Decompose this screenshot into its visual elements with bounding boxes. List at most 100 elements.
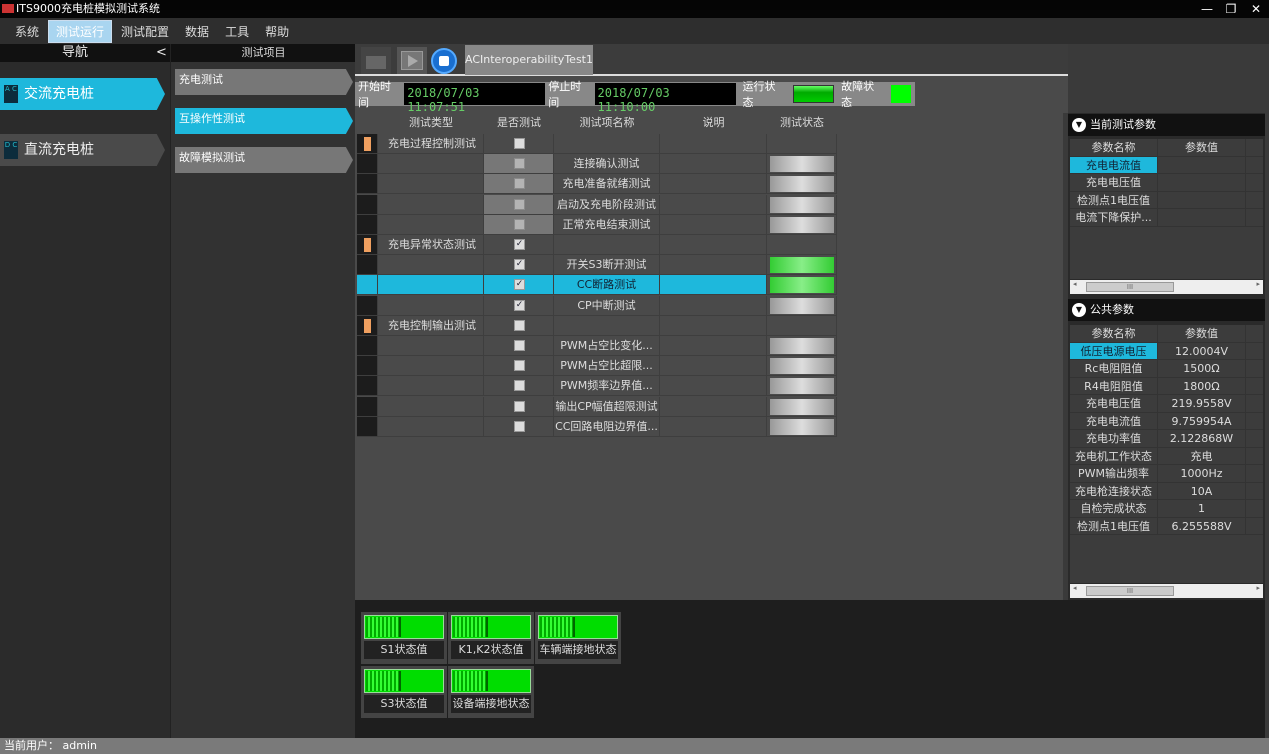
test-enabled-checkbox[interactable] — [514, 360, 525, 372]
test-item[interactable]: 充电测试 — [175, 69, 353, 95]
table-row[interactable]: ✓ CC断路测试 — [355, 275, 1063, 296]
description-cell — [660, 396, 767, 417]
public-params-grid: 参数名称 参数值 低压电源电压 12.0004V Rc电阻阻值 1500Ω R4电阻阻值 18… — [1070, 325, 1263, 583]
params-row[interactable]: 电流下降保护... — [1070, 209, 1263, 227]
public-params-scrollbar[interactable]: ◂ III ▸ — [1070, 584, 1263, 598]
params-row[interactable]: 检测点1电压值 6.255588V — [1070, 517, 1263, 535]
menu-item[interactable]: 数据 — [185, 24, 210, 39]
table-row[interactable]: ✓ 开关S3断开测试 — [355, 255, 1063, 276]
column-header[interactable]: 测试状态 — [780, 116, 824, 129]
menu-item[interactable]: 测试配置 — [121, 24, 170, 39]
row-marker — [357, 336, 378, 356]
tab-test[interactable]: ACInteroperabilityTest1 — [465, 45, 593, 75]
menu-item[interactable]: 帮助 — [265, 24, 290, 39]
table-row[interactable]: 连接确认测试 — [355, 154, 1063, 175]
test-enabled-checkbox[interactable]: ✓ — [514, 239, 525, 250]
scroll-thumb[interactable]: III — [1086, 586, 1174, 596]
current-params-scrollbar[interactable]: ◂ III ▸ — [1070, 280, 1263, 294]
test-type-cell — [378, 376, 484, 397]
column-header[interactable]: 测试类型 — [409, 116, 453, 129]
param-value: 219.9558V — [1158, 395, 1246, 412]
menu-item[interactable]: 工具 — [225, 24, 250, 39]
status-lamp: 设备端接地状态 — [448, 666, 534, 718]
table-row[interactable]: 正常充电结束测试 — [355, 214, 1063, 235]
table-row[interactable]: PWM占空比变化... — [355, 336, 1063, 356]
params-row[interactable]: 充电电压值 — [1070, 174, 1263, 192]
params-row[interactable]: PWM输出频率 1000Hz — [1070, 465, 1263, 483]
table-scrollbar[interactable] — [1063, 113, 1068, 600]
params-row[interactable]: 充电枪连接状态 10A — [1070, 482, 1263, 500]
test-enabled-checkbox[interactable] — [514, 420, 525, 432]
stop-button[interactable] — [431, 48, 457, 74]
test-enabled-checkbox[interactable]: ✓ — [514, 299, 525, 311]
maximize-button[interactable]: ❐ — [1225, 2, 1237, 16]
table-row[interactable]: 启动及充电阶段测试 — [355, 194, 1063, 215]
params-row[interactable]: 低压电源电压 12.0004V — [1070, 342, 1263, 360]
test-enabled-checkbox[interactable] — [514, 138, 525, 149]
nav-item[interactable]: A C 交流充电桩 — [0, 78, 165, 110]
test-enabled-checkbox[interactable] — [514, 380, 525, 392]
table-row[interactable]: PWM频率边界值... — [355, 376, 1063, 397]
params-row[interactable]: Rc电阻阻值 1500Ω — [1070, 360, 1263, 378]
table-row[interactable]: 充电控制输出测试 — [355, 315, 1063, 336]
test-name-cell — [554, 235, 660, 255]
params-row[interactable]: 充电机工作状态 充电 — [1070, 447, 1263, 465]
test-enabled-checkbox[interactable]: ✓ — [514, 279, 525, 291]
test-enabled-checkbox[interactable] — [514, 340, 525, 351]
current-params-header[interactable]: ▼ 当前测试参数 — [1068, 114, 1265, 136]
table-row[interactable]: 充电准备就绪测试 — [355, 174, 1063, 195]
open-folder-button[interactable] — [361, 47, 391, 74]
test-type-cell — [378, 174, 484, 195]
params-row[interactable]: 充电电流值 9.759954A — [1070, 412, 1263, 430]
test-name-cell: PWM频率边界值... — [554, 376, 660, 397]
test-enabled-checkbox[interactable] — [514, 218, 525, 230]
table-row[interactable]: PWM占空比超限... — [355, 356, 1063, 377]
column-header[interactable]: 说明 — [702, 116, 725, 129]
column-header[interactable]: 是否测试 — [497, 116, 541, 129]
test-status-cell — [767, 194, 837, 215]
params-row[interactable]: 充电功率值 2.122868W — [1070, 430, 1263, 448]
test-item[interactable]: 故障模拟测试 — [175, 147, 353, 173]
scroll-thumb[interactable]: III — [1086, 282, 1174, 292]
test-status-cell — [767, 214, 837, 235]
params-row[interactable]: 检测点1电压值 — [1070, 191, 1263, 209]
play-button[interactable] — [397, 47, 427, 74]
params-row[interactable]: 自检完成状态 1 — [1070, 500, 1263, 518]
public-params-header[interactable]: ▼ 公共参数 — [1068, 299, 1265, 321]
test-enabled-checkbox[interactable]: ✓ — [514, 259, 525, 271]
test-status-cell — [767, 235, 837, 255]
table-row[interactable]: 输出CP幅值超限测试 — [355, 396, 1063, 417]
params-row[interactable]: R4电阻阻值 1800Ω — [1070, 377, 1263, 395]
minimize-button[interactable]: — — [1201, 2, 1213, 16]
params-column-header: 参数值 — [1158, 139, 1246, 156]
test-name-cell: CC回路电阻边界值... — [554, 416, 660, 437]
params-row[interactable]: 充电电流值 — [1070, 156, 1263, 174]
test-enabled-checkbox[interactable] — [514, 198, 525, 210]
test-enabled-checkbox[interactable] — [514, 178, 525, 190]
test-enabled-checkbox[interactable] — [514, 400, 525, 412]
menu-item[interactable]: 测试运行 — [48, 19, 113, 43]
description-cell — [660, 295, 767, 316]
test-item[interactable]: 互操作性测试 — [175, 108, 353, 134]
nav-item[interactable]: D C 直流充电桩 — [0, 134, 165, 166]
param-value: 6.255588V — [1158, 517, 1246, 534]
column-header[interactable]: 测试项名称 — [579, 116, 635, 129]
table-row[interactable]: 充电过程控制测试 — [355, 134, 1063, 154]
test-enabled-checkbox[interactable] — [514, 319, 525, 331]
test-status-cell — [767, 154, 837, 175]
row-marker — [357, 255, 378, 276]
test-status-cell — [767, 134, 837, 154]
table-row[interactable]: CC回路电阻边界值... — [355, 416, 1063, 437]
table-row[interactable]: ✓ CP中断测试 — [355, 295, 1063, 316]
menu-item[interactable]: 系统 — [15, 24, 40, 39]
test-enabled-checkbox[interactable] — [514, 158, 525, 170]
row-marker — [357, 194, 378, 215]
row-marker — [357, 416, 378, 437]
status-bar: 当前用户： admin — [0, 738, 1269, 754]
nav-collapse-button[interactable]: < — [156, 45, 167, 60]
close-button[interactable]: ✕ — [1250, 2, 1262, 16]
params-row[interactable]: 充电电压值 219.9558V — [1070, 395, 1263, 413]
status-lamps-panel: S1状态值 K1,K2状态值 车辆端接地状态 S3状态值 设备端接地状态 — [355, 600, 1265, 738]
table-row[interactable]: 充电异常状态测试 ✓ — [355, 235, 1063, 255]
test-enabled-cell — [484, 356, 554, 377]
